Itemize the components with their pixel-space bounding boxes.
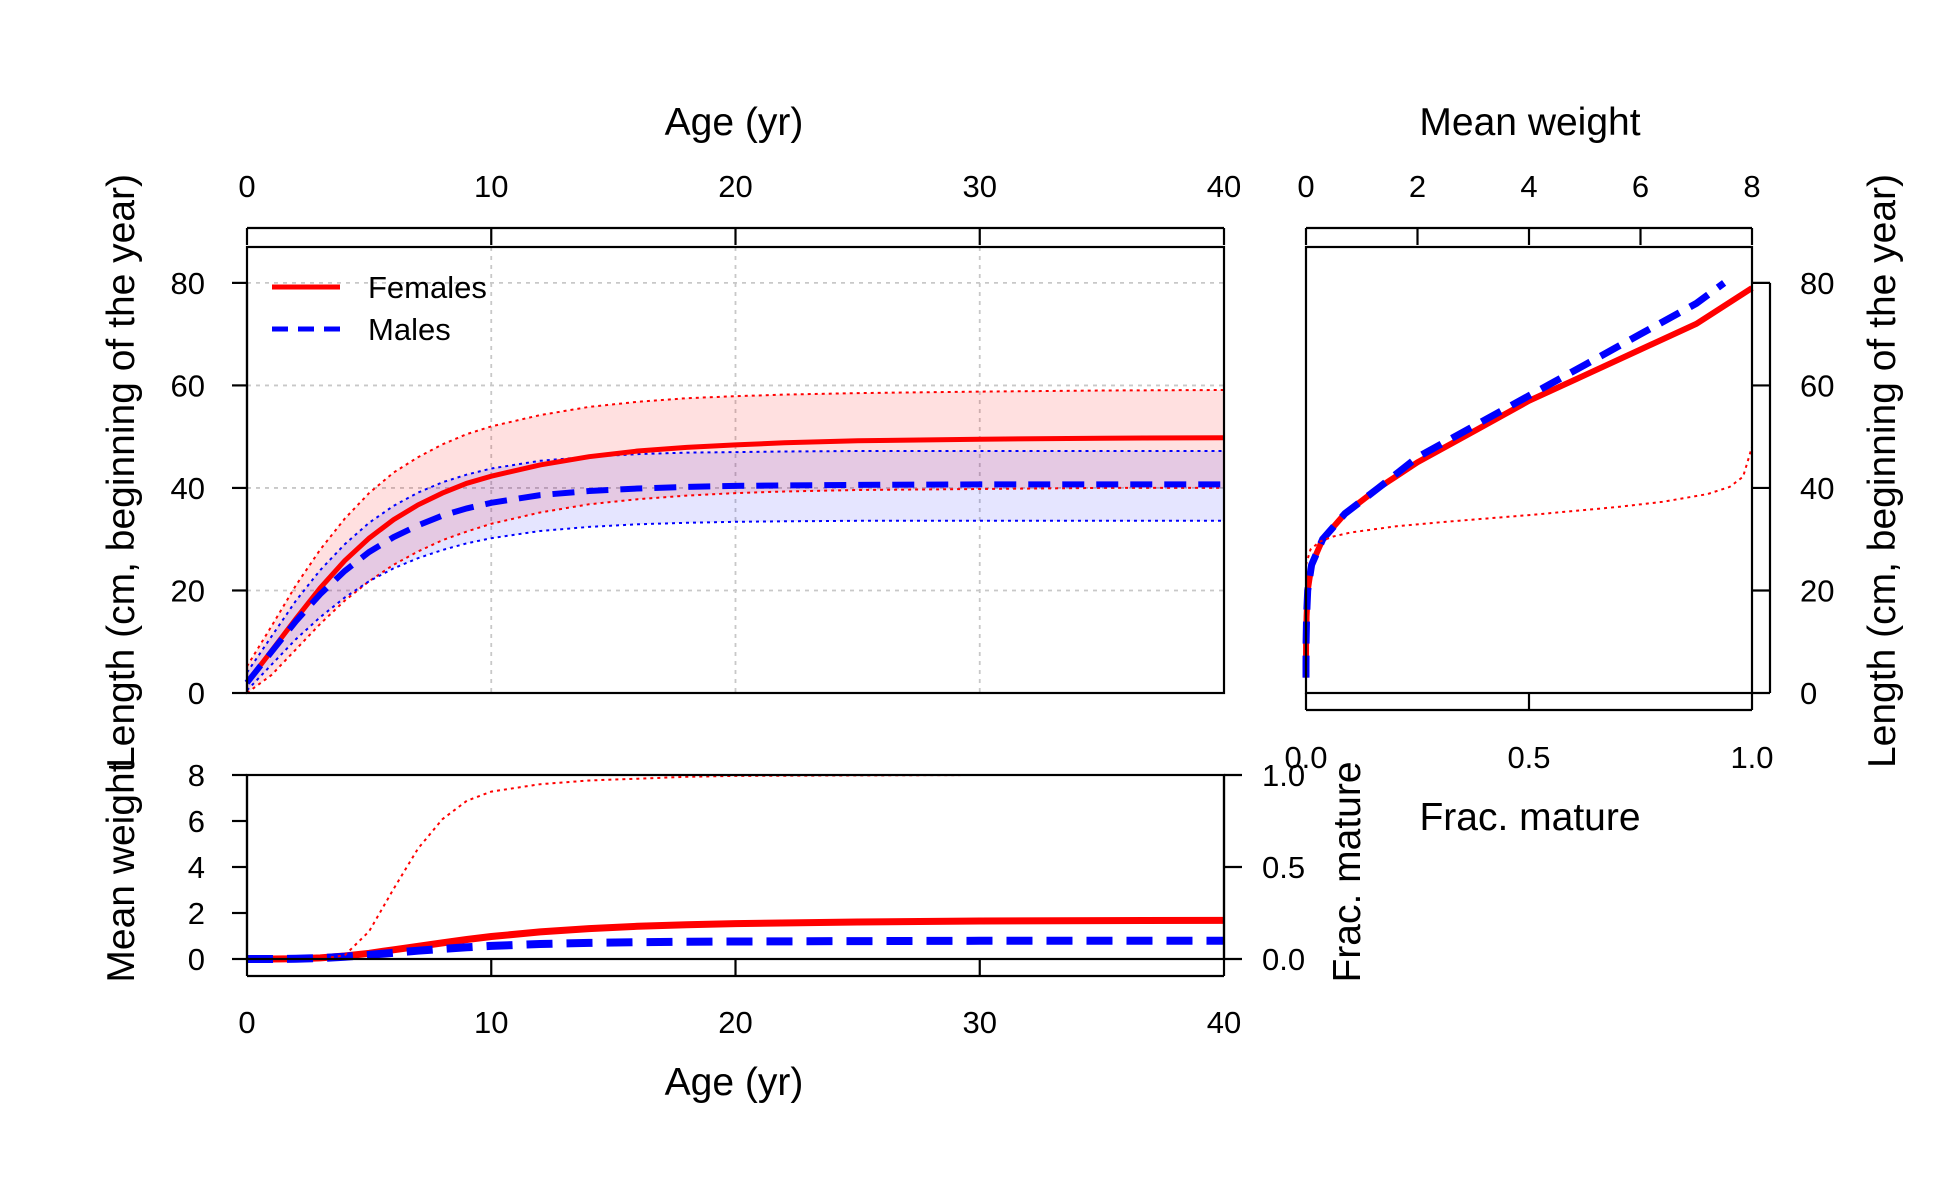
series-lines <box>244 389 1225 694</box>
tick-label: 0 <box>1297 169 1314 204</box>
y-axis-right-title: Frac. mature <box>1326 761 1369 982</box>
tick-label: 0 <box>1800 676 1817 711</box>
lower-bound-line-females <box>246 486 1224 694</box>
tick-label: 40 <box>1207 1005 1241 1040</box>
tick-label: 0 <box>188 942 205 977</box>
tick-label: 0.0 <box>1284 740 1327 775</box>
tick-label: 40 <box>1800 471 1834 506</box>
tick-label: 20 <box>171 573 205 608</box>
tick-label: 2 <box>1409 169 1426 204</box>
tick-label: 40 <box>171 471 205 506</box>
tick-label: 10 <box>474 169 508 204</box>
confidence-band-males <box>247 451 1224 691</box>
panel-weight-maturity-at-age: 0 10 20 30 40 0 2 4 6 8 0.0 0.5 1.0 Age (yr) Mean … <box>100 758 1369 1104</box>
tick-label: 20 <box>718 1005 752 1040</box>
tick-label: 0.0 <box>1262 942 1305 977</box>
lower-bound-line-males <box>246 519 1224 692</box>
tick-label: 8 <box>188 758 205 793</box>
series-line-females <box>1303 285 1754 678</box>
x-axis-title: Age (yr) <box>665 101 804 144</box>
tick-label: 60 <box>1800 368 1834 403</box>
y-axis-right: 0 20 40 60 80 <box>1752 266 1834 711</box>
tick-label: 10 <box>474 1005 508 1040</box>
tick-label: 4 <box>188 850 205 885</box>
tick-label: 0 <box>238 169 255 204</box>
x-axis-top-title: Mean weight <box>1419 101 1640 144</box>
confidence-band-females <box>247 390 1224 693</box>
y-axis-title: Length (cm, beginning of the year) <box>100 174 143 768</box>
panel-length-at-age: 0 10 20 30 40 0 20 40 60 80 Age (yr) Length (cm,… <box>100 101 1241 768</box>
y-axis-left: 0 2 4 6 8 <box>188 758 249 977</box>
tick-label: 8 <box>1743 169 1760 204</box>
y-axis-left-title: Mean weight <box>100 761 143 982</box>
tick-label: 30 <box>963 1005 997 1040</box>
panel-length-weight-maturity: 0 2 4 6 8 0.0 0.5 1.0 0 20 40 60 80 Mean weight Fr… <box>1284 101 1904 839</box>
y-axis-right-title: Length (cm, beginning of the year) <box>1861 174 1904 768</box>
tick-label: 0 <box>188 676 205 711</box>
x-axis-title: Age (yr) <box>665 1061 804 1104</box>
mean-length-line-males <box>244 481 1224 685</box>
x-axis-bottom: 0.0 0.5 1.0 <box>1284 693 1774 775</box>
x-axis-top: 0 2 4 6 8 <box>1297 169 1761 245</box>
legend-label-males: Males <box>368 312 451 347</box>
tick-label: 6 <box>188 804 205 839</box>
tick-label: 20 <box>1800 573 1834 608</box>
tick-label: 0 <box>238 1005 255 1040</box>
tick-label: 2 <box>188 896 205 931</box>
tick-label: 80 <box>171 266 205 301</box>
series-lines <box>247 774 1225 963</box>
tick-label: 1.0 <box>1262 758 1305 793</box>
x-axis-bottom-title: Frac. mature <box>1419 796 1640 839</box>
legend-label-females: Females <box>368 270 487 305</box>
tick-label: 4 <box>1520 169 1537 204</box>
y-axis-right: 0.0 0.5 1.0 <box>1222 758 1305 977</box>
tick-label: 1.0 <box>1730 740 1773 775</box>
x-axis-top: 0 10 20 30 40 <box>238 169 1241 245</box>
y-axis-left: 0 20 40 60 80 <box>171 266 249 711</box>
plot-frame <box>1304 245 1754 695</box>
mean-length-line-females <box>245 435 1225 685</box>
plot-frame <box>245 773 1226 961</box>
tick-label: 80 <box>1800 266 1834 301</box>
tick-label: 0.5 <box>1262 850 1305 885</box>
tick-label: 6 <box>1632 169 1649 204</box>
tick-label: 20 <box>718 169 752 204</box>
x-axis-bottom: 0 10 20 30 40 <box>238 959 1241 1040</box>
series-line-maturity <box>1305 446 1753 566</box>
tick-label: 60 <box>171 368 205 403</box>
confidence-bands <box>247 390 1224 693</box>
series-line-maturity <box>247 774 1224 960</box>
tick-label: 0.5 <box>1507 740 1550 775</box>
legend: Females Males <box>272 270 487 347</box>
tick-label: 40 <box>1207 169 1241 204</box>
series-lines <box>1302 280 1754 678</box>
tick-label: 30 <box>963 169 997 204</box>
